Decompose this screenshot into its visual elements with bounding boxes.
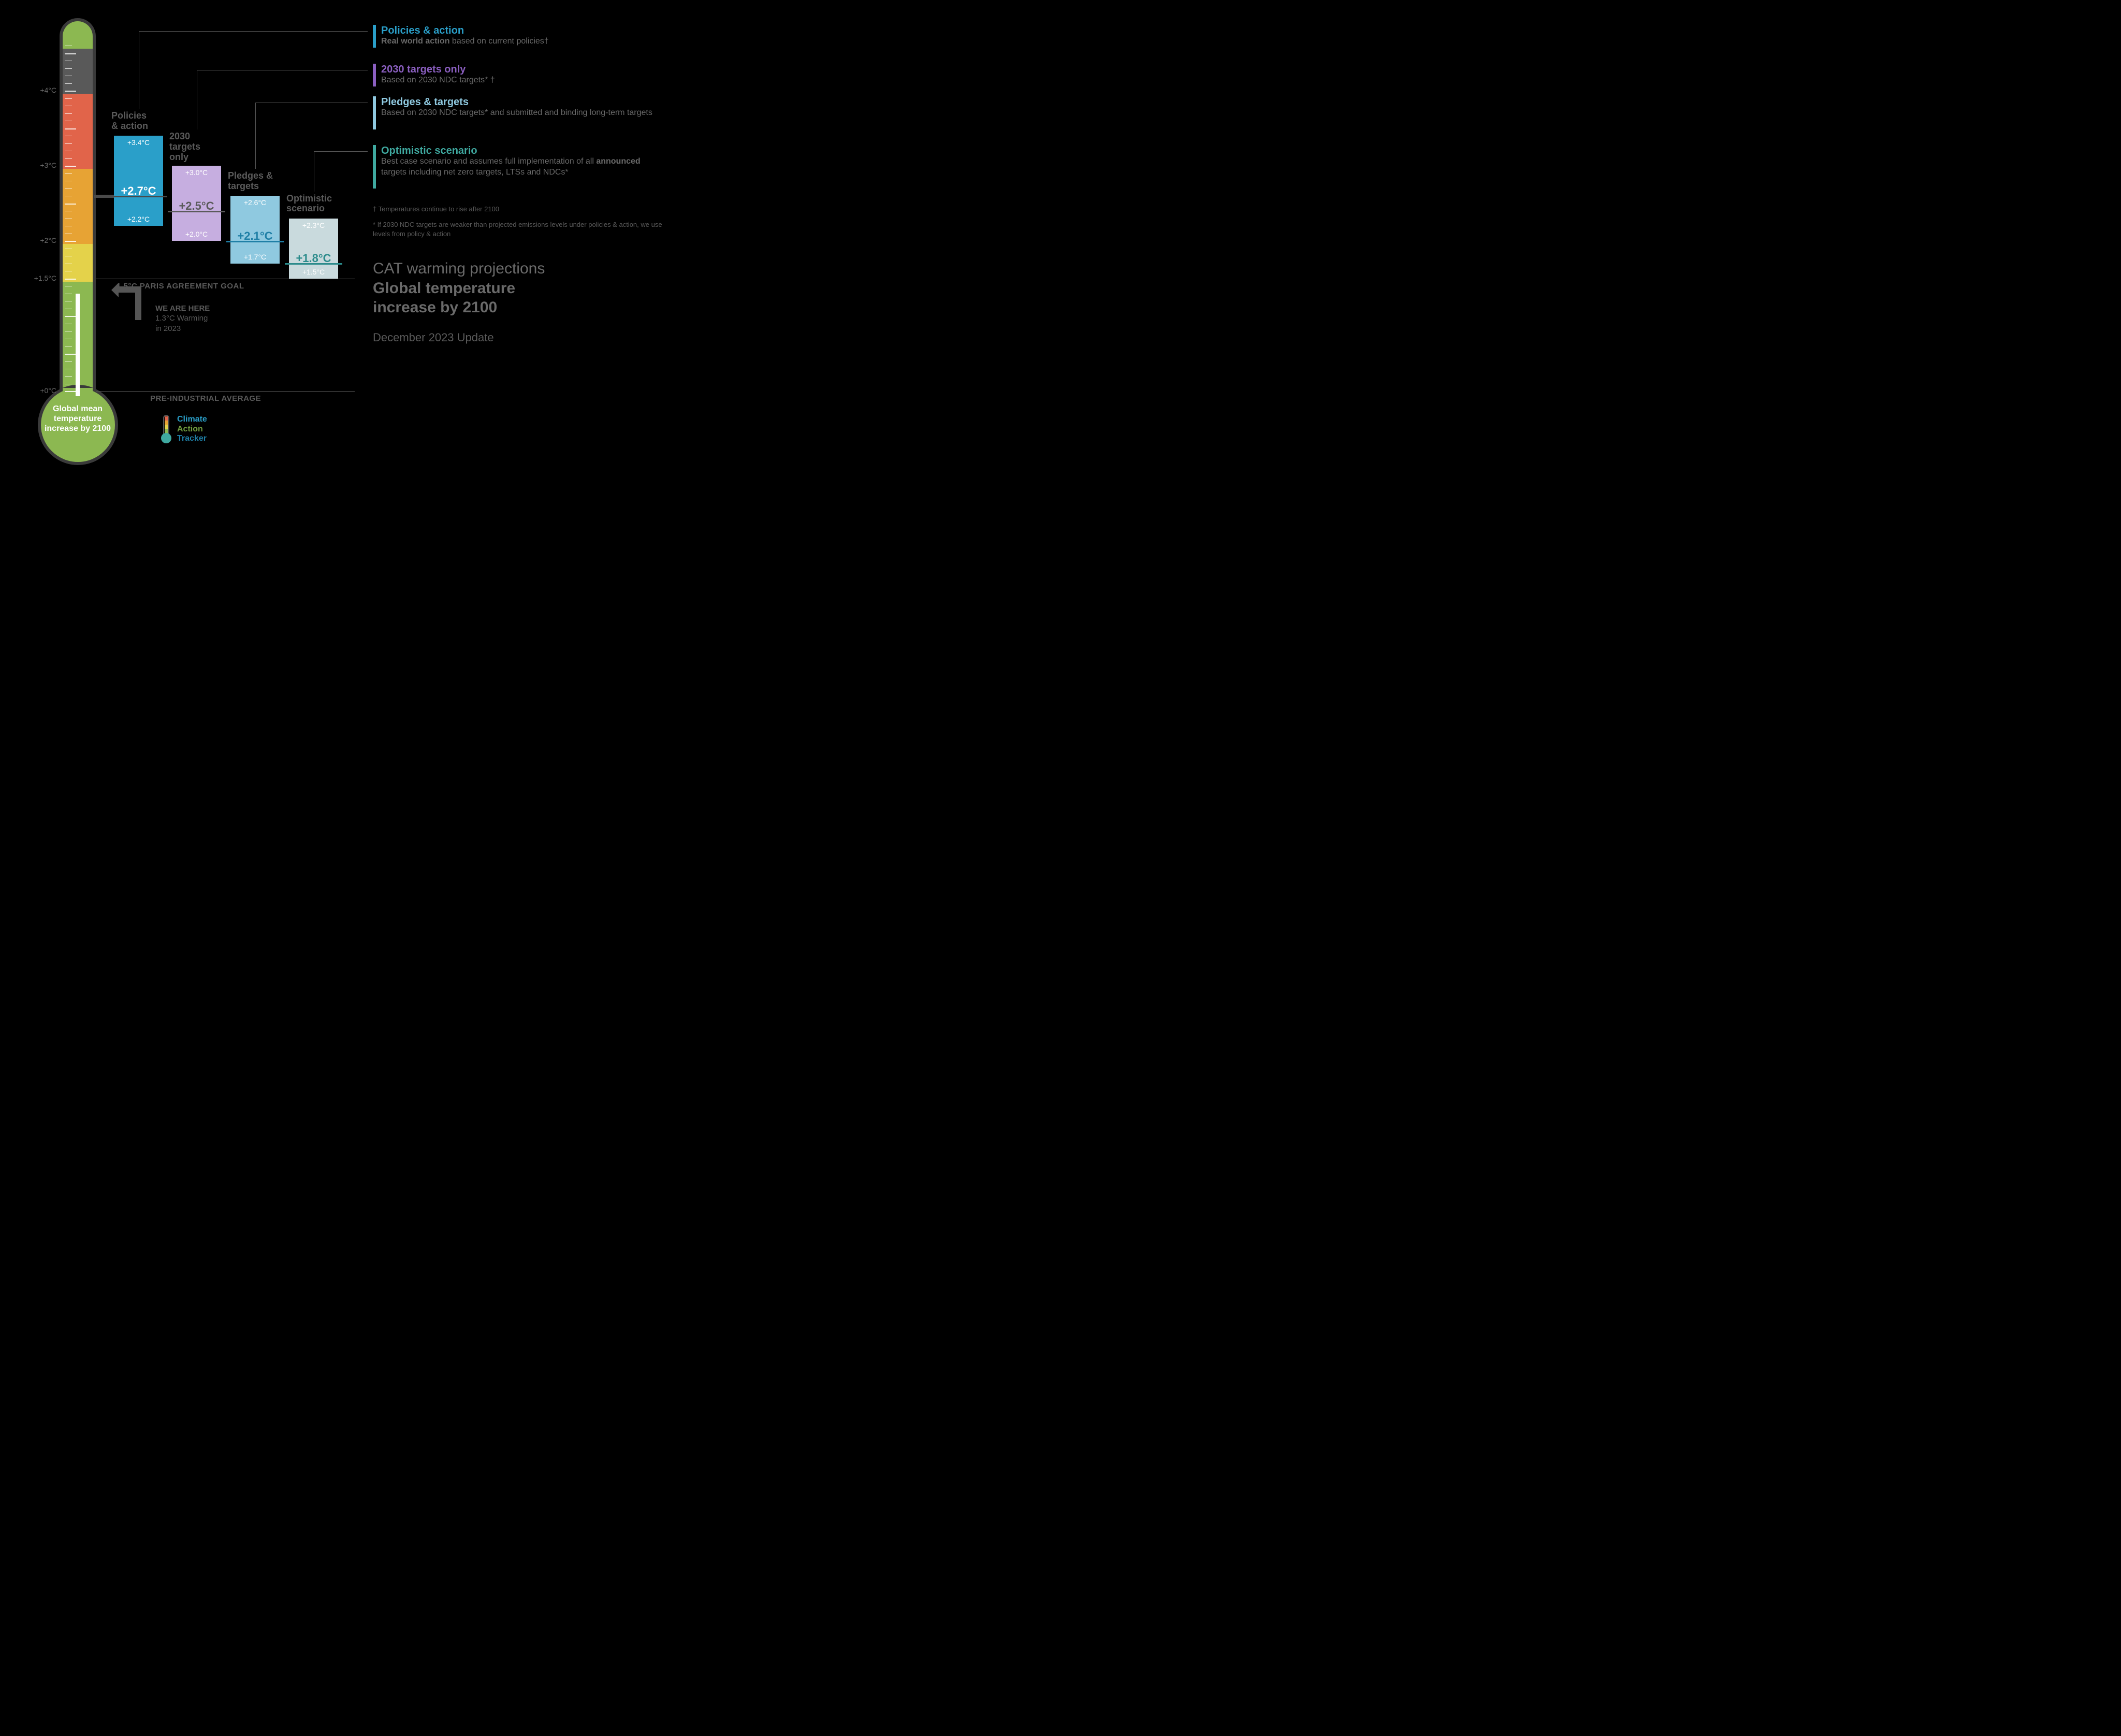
thermometer-axis-label: +1.5°C — [34, 274, 56, 282]
leader-line — [314, 151, 368, 152]
thermometer-tick-major — [65, 204, 76, 205]
cat-logo: ClimateActionTracker — [161, 414, 207, 444]
thermometer-tick-minor — [65, 68, 72, 69]
thermometer-tick-major — [65, 354, 76, 355]
legend-title: Pledges & targets — [381, 96, 663, 108]
thermometer-tick-major — [65, 241, 76, 242]
scenario-high-value: +2.3°C — [289, 219, 338, 229]
reference-line — [96, 391, 355, 392]
thermometer-connector — [94, 195, 114, 198]
thermometer-bulb-label: Global mean temperature increase by 2100 — [44, 404, 111, 434]
thermometer-tick-major — [65, 316, 76, 317]
scenario-low-value: +2.0°C — [172, 230, 221, 241]
scenario-title: Optimisticscenario — [286, 194, 346, 214]
cat-logo-text: ClimateActionTracker — [177, 415, 207, 443]
scenario-mid-value: +2.1°C — [230, 226, 280, 246]
scenario-title: Pledges &targets — [228, 171, 287, 192]
scenario-title: Policies& action — [111, 111, 171, 132]
leader-line — [139, 31, 368, 32]
scenario-mid-value: +2.5°C — [172, 196, 221, 216]
thermometer-tick-major — [65, 391, 76, 392]
thermometer-axis-label: +3°C — [40, 161, 56, 169]
scenario-high-value: +3.4°C — [114, 136, 163, 147]
footnote-dagger: † Temperatures continue to rise after 21… — [373, 205, 663, 214]
thermometer-axis-label: +0°C — [40, 386, 56, 395]
thermometer-tick-major — [65, 128, 76, 129]
thermometer-tick-major — [65, 53, 76, 54]
scenario-mid-value: +1.8°C — [289, 249, 338, 268]
thermometer-ticks — [65, 0, 76, 510]
thermometer-axis-label: +2°C — [40, 236, 56, 244]
reference-line-label: PRE-INDUSTRIAL AVERAGE — [150, 394, 261, 403]
legend-title: Policies & action — [381, 25, 663, 36]
thermometer-tick-minor — [65, 143, 72, 144]
legend-color-bar — [373, 25, 376, 48]
legend-description: Based on 2030 NDC targets* † — [381, 75, 663, 86]
legend-item-pledges: Pledges & targetsBased on 2030 NDC targe… — [373, 96, 663, 129]
legend-color-bar — [373, 64, 376, 86]
update-date: December 2023 Update — [373, 331, 494, 344]
thermometer-axis-label: +4°C — [40, 86, 56, 94]
main-title: CAT warming projectionsGlobal temperatur… — [373, 259, 663, 317]
we-are-here-marker — [76, 294, 80, 397]
thermometer-tick-minor — [65, 376, 72, 377]
thermometer-tick-major — [65, 279, 76, 280]
scenario-high-value: +2.6°C — [230, 196, 280, 207]
legend-description: Best case scenario and assumes full impl… — [381, 156, 663, 178]
thermometer-tick-minor — [65, 98, 72, 99]
scenario-high-value: +3.0°C — [172, 166, 221, 177]
infographic-canvas: Global mean temperature increase by 2100… — [0, 0, 696, 510]
legend-item-targets2030: 2030 targets onlyBased on 2030 NDC targe… — [373, 64, 663, 86]
scenario-mid-value: +2.7°C — [114, 181, 163, 201]
legend-item-optimistic: Optimistic scenarioBest case scenario an… — [373, 145, 663, 189]
thermometer-tick-minor — [65, 173, 72, 174]
scenario-title: 2030targetsonly — [169, 132, 229, 162]
we-are-here-arrow-icon — [111, 283, 142, 324]
thermometer-tick-major — [65, 91, 76, 92]
thermometer-tick-minor — [65, 113, 72, 114]
we-are-here-text: WE ARE HERE1.3°C Warmingin 2023 — [155, 303, 259, 334]
cat-logo-icon — [161, 414, 172, 444]
legend-title: 2030 targets only — [381, 64, 663, 75]
legend-title: Optimistic scenario — [381, 145, 663, 156]
legend-color-bar — [373, 145, 376, 189]
scenario-low-value: +1.7°C — [230, 253, 280, 264]
scenario-low-value: +1.5°C — [289, 268, 338, 279]
leader-line — [255, 103, 256, 169]
thermometer-tick-minor — [65, 83, 72, 84]
thermometer-tick-minor — [65, 158, 72, 159]
legend-color-bar — [373, 96, 376, 129]
legend-description: Based on 2030 NDC targets* and submitted… — [381, 108, 663, 119]
footnote-star: * If 2030 NDC targets are weaker than pr… — [373, 220, 663, 239]
legend-description: Real world action based on current polic… — [381, 36, 663, 47]
scenario-low-value: +2.2°C — [114, 215, 163, 226]
legend-item-policies: Policies & actionReal world action based… — [373, 25, 663, 48]
thermometer-tick-major — [65, 166, 76, 167]
